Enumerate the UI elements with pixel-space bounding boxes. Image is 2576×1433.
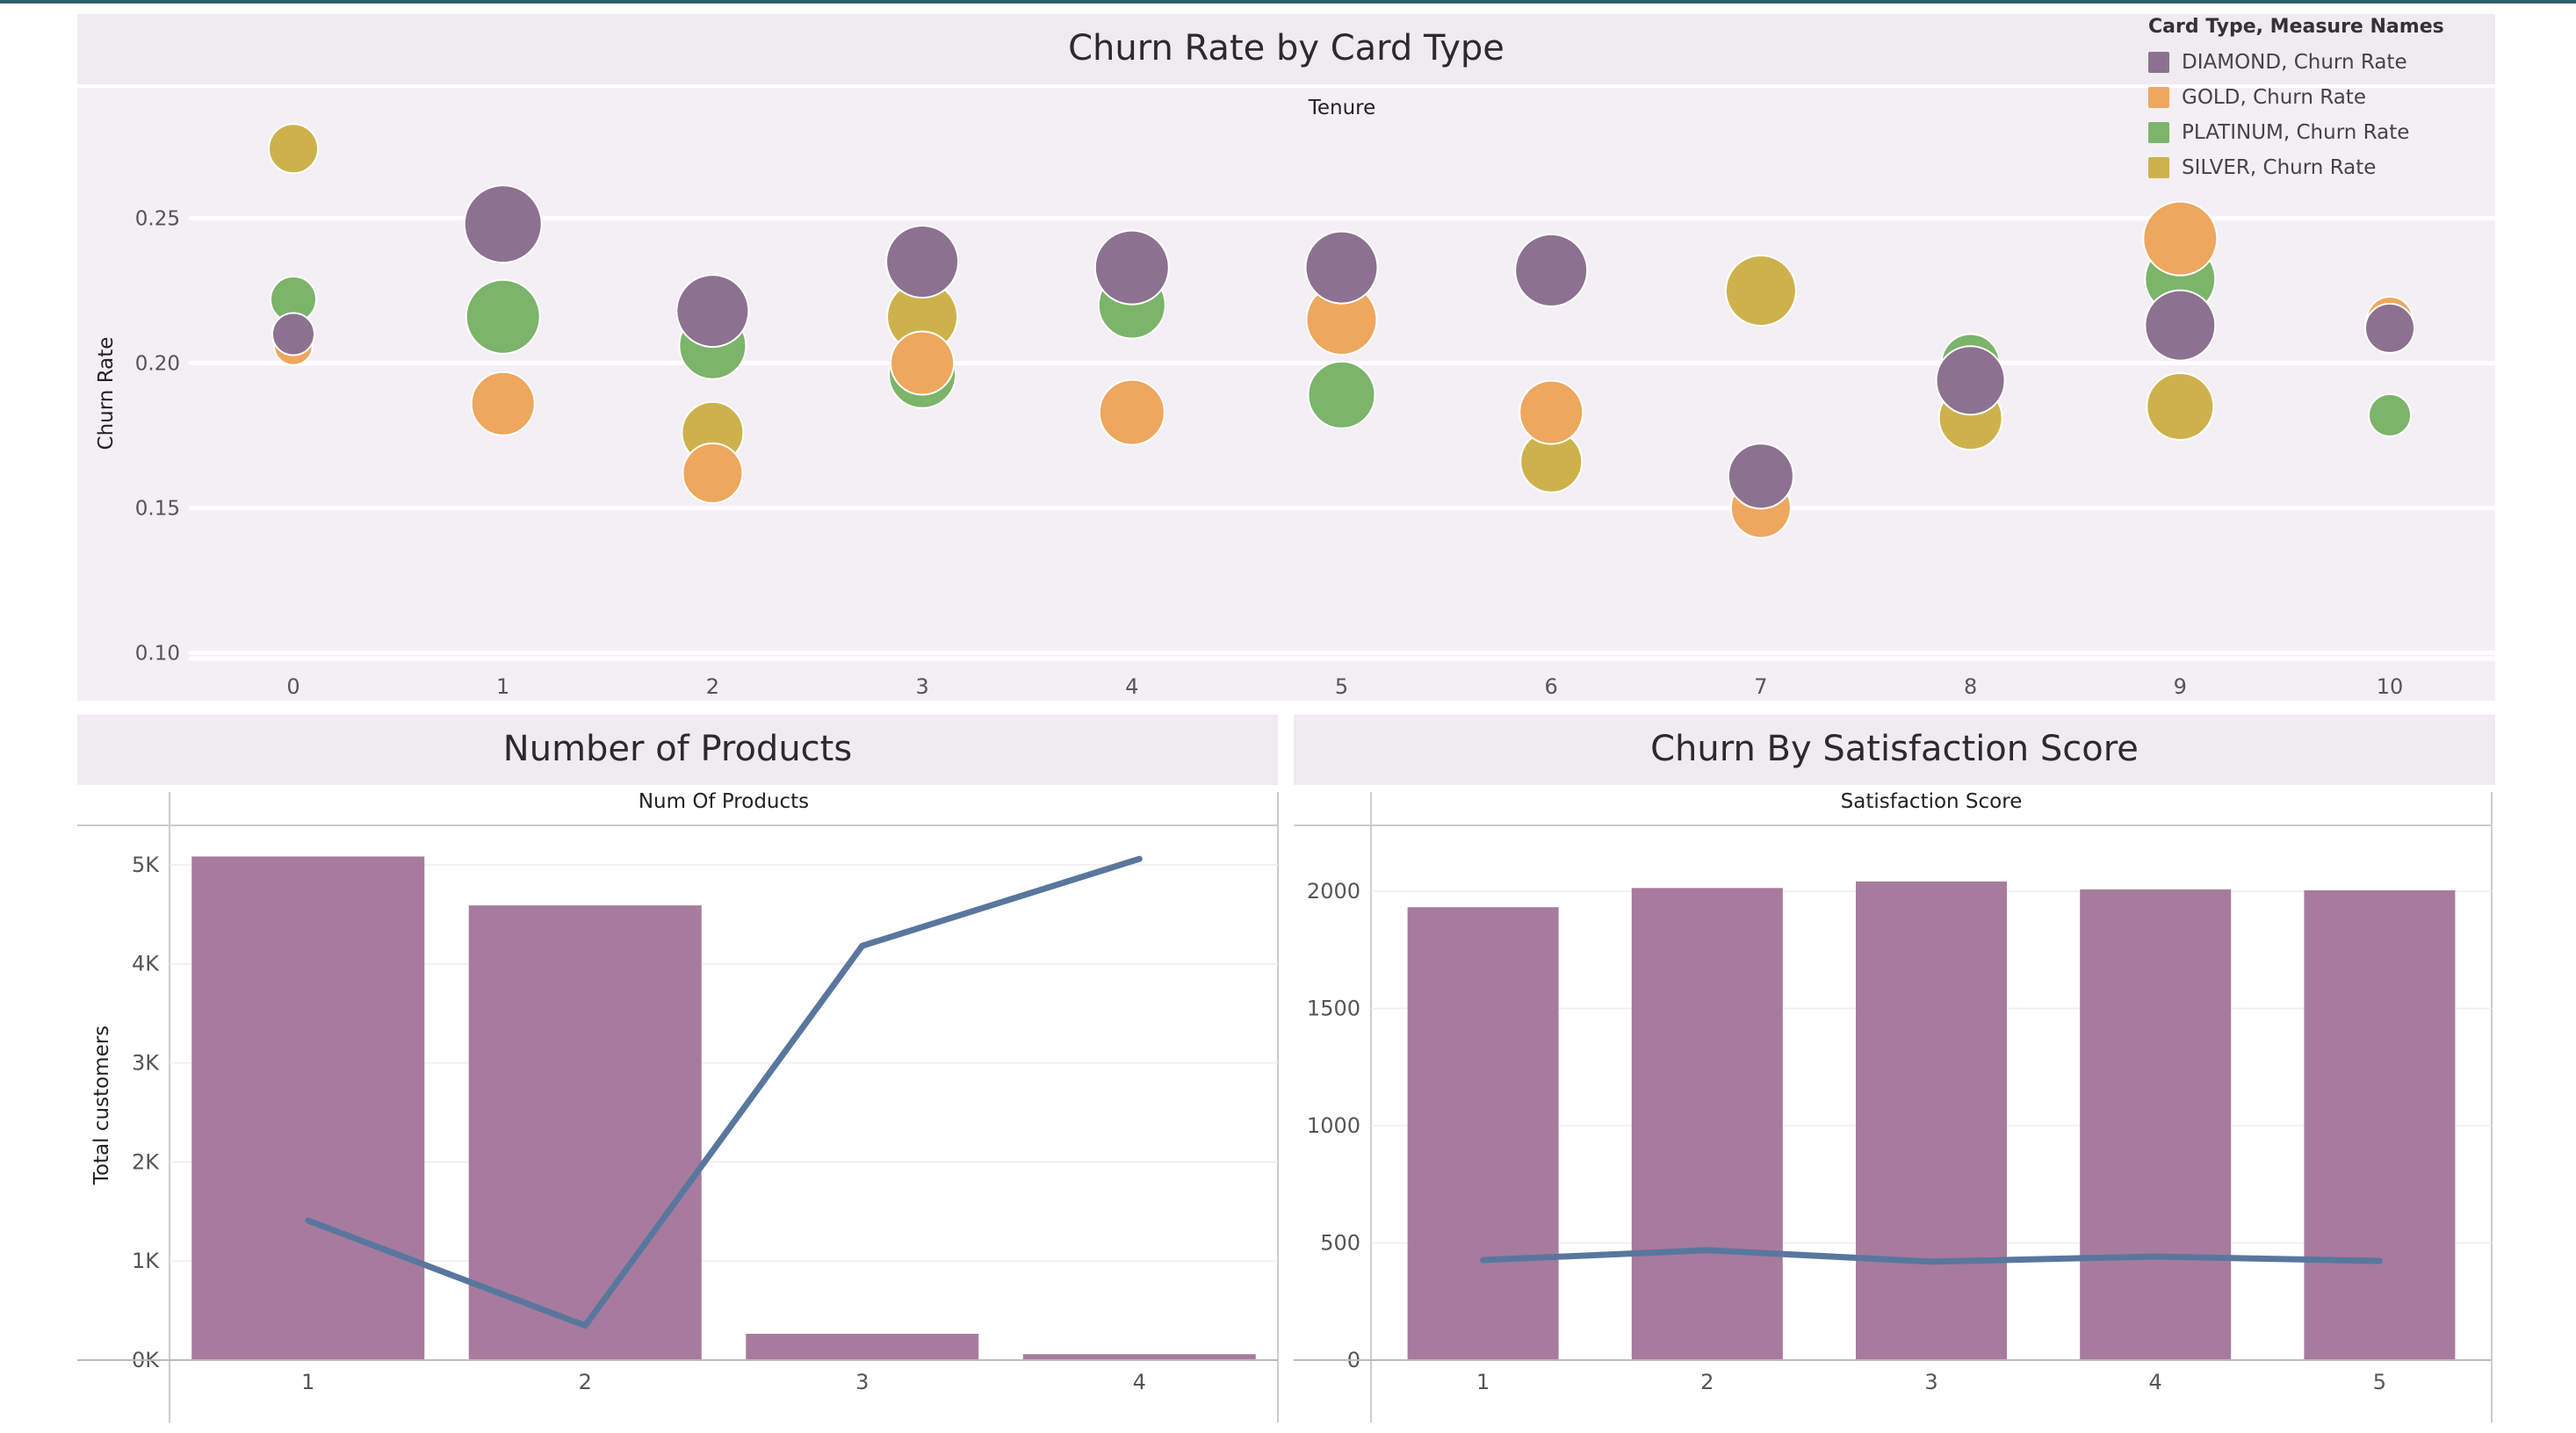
silver-bubble <box>268 123 319 175</box>
legend: Card Type, Measure Names DIAMOND, Churn … <box>2148 16 2517 185</box>
y-axis-title: Total customers <box>90 1026 113 1185</box>
y-tick-label: 2K <box>132 1149 160 1174</box>
platinum-bubble <box>2368 392 2412 437</box>
diamond-bubble <box>1727 443 1794 510</box>
scatter-y-tick-label: 0.25 <box>135 208 180 231</box>
scatter-x-tick-label: 3 <box>915 674 928 699</box>
gold-bubble <box>1519 379 1584 445</box>
x-tick-label: 5 <box>2373 1370 2386 1394</box>
gold-bubble <box>682 442 744 504</box>
scatter-x-axis-title: Tenure <box>1308 97 1376 119</box>
bar <box>1022 1354 1256 1360</box>
satisfaction-chart-title: Churn By Satisfaction Score <box>1650 729 2139 769</box>
diamond-bubble <box>675 274 750 349</box>
bar <box>2304 889 2456 1360</box>
legend-item[interactable]: SILVER, Churn Rate <box>2148 150 2517 185</box>
x-axis-title: Num Of Products <box>639 790 809 813</box>
scatter-chart: 0.10 0.15 0.20 0.25 Tenure Churn Rate 0 1 2 3 4 5 6 7… <box>95 97 2495 699</box>
y-tick-label: 5K <box>132 853 160 877</box>
scatter-x-tick-label: 8 <box>1964 674 1977 699</box>
legend-items: DIAMOND, Churn Rate GOLD, Churn Rate PLATI… <box>2148 45 2517 185</box>
gold-bubble <box>470 371 536 436</box>
diamond-bubble <box>1304 230 1379 305</box>
diamond-bubble <box>2144 289 2217 362</box>
scatter-y-tick-label: 0.20 <box>135 353 180 376</box>
x-tick-label: 1 <box>1476 1370 1490 1394</box>
scatter-y-tick-label: 0.15 <box>135 498 180 521</box>
diamond-bubble <box>1093 229 1170 306</box>
legend-swatch <box>2148 52 2169 73</box>
scatter-chart-title: Churn Rate by Card Type <box>1068 28 1504 68</box>
scatter-x-tick-label: 6 <box>1545 674 1558 699</box>
scatter-title-band <box>77 14 2495 84</box>
x-tick-label: 4 <box>1133 1370 1146 1394</box>
y-tick-label: 4K <box>132 952 160 976</box>
legend-swatch <box>2148 87 2169 108</box>
y-tick-label: 1K <box>132 1249 160 1273</box>
scatter-y-axis-title: Churn Rate <box>95 337 118 450</box>
diamond-bubble <box>2364 302 2415 354</box>
bar <box>2080 889 2232 1360</box>
x-tick-label: 4 <box>2149 1370 2162 1394</box>
x-axis-title: Satisfaction Score <box>1841 790 2023 813</box>
diamond-bubble <box>1514 233 1589 307</box>
legend-item[interactable]: DIAMOND, Churn Rate <box>2148 45 2517 80</box>
products-title-band <box>77 715 1278 785</box>
scatter-x-tick-label: 2 <box>706 674 719 699</box>
scatter-x-tick-label: 10 <box>2377 674 2404 699</box>
legend-label: GOLD, Churn Rate <box>2182 86 2366 109</box>
diamond-bubble <box>885 225 960 299</box>
gold-bubble <box>2142 200 2219 277</box>
y-tick-label: 2000 <box>1307 879 1360 904</box>
legend-item[interactable]: GOLD, Churn Rate <box>2148 80 2517 115</box>
line-series <box>305 855 1143 1329</box>
x-tick-label: 3 <box>855 1370 869 1394</box>
gold-bubble <box>890 330 956 396</box>
x-tick-label: 2 <box>579 1370 592 1394</box>
top-accent-line <box>0 0 2576 4</box>
diamond-bubble <box>1935 345 2006 416</box>
x-tick-label: 3 <box>1924 1370 1937 1394</box>
y-tick-label: 1500 <box>1307 997 1360 1021</box>
bar <box>191 856 425 1360</box>
bar <box>1631 888 1783 1360</box>
platinum-bubble <box>1307 360 1376 429</box>
bar <box>1407 907 1559 1360</box>
y-tick-label: 500 <box>1320 1231 1360 1256</box>
bar <box>468 905 702 1360</box>
bar <box>1856 881 2007 1360</box>
legend-item[interactable]: PLATINUM, Churn Rate <box>2148 115 2517 150</box>
bar <box>746 1333 979 1360</box>
x-tick-label: 2 <box>1700 1370 1714 1394</box>
legend-swatch <box>2148 157 2169 178</box>
gold-bubble <box>1098 378 1165 446</box>
scatter-x-tick-label: 9 <box>2174 674 2187 699</box>
line-series <box>1480 1247 2383 1265</box>
diamond-bubble <box>463 184 543 264</box>
products-chart-title: Number of Products <box>502 729 853 769</box>
scatter-x-tick-label: 1 <box>496 674 509 699</box>
x-tick-label: 1 <box>301 1370 314 1394</box>
legend-label: SILVER, Churn Rate <box>2182 156 2377 179</box>
scatter-x-tick-label: 5 <box>1335 674 1348 699</box>
y-tick-label: 3K <box>132 1051 160 1076</box>
scatter-y-tick-label: 0.10 <box>135 643 180 666</box>
legend-title: Card Type, Measure Names <box>2148 16 2444 38</box>
scatter-x-tick-label: 4 <box>1125 674 1138 699</box>
y-tick-label: 1000 <box>1307 1113 1360 1138</box>
scatter-x-tick-label: 0 <box>286 674 299 699</box>
silver-bubble <box>2146 372 2215 441</box>
scatter-x-tick-label: 7 <box>1754 674 1767 699</box>
silver-bubble <box>1724 255 1797 327</box>
platinum-bubble <box>465 278 541 355</box>
diamond-bubble <box>271 312 315 356</box>
legend-swatch <box>2148 122 2169 143</box>
legend-label: PLATINUM, Churn Rate <box>2182 121 2410 144</box>
legend-label: DIAMOND, Churn Rate <box>2182 51 2407 74</box>
satisfaction-title-band <box>1294 715 2495 785</box>
